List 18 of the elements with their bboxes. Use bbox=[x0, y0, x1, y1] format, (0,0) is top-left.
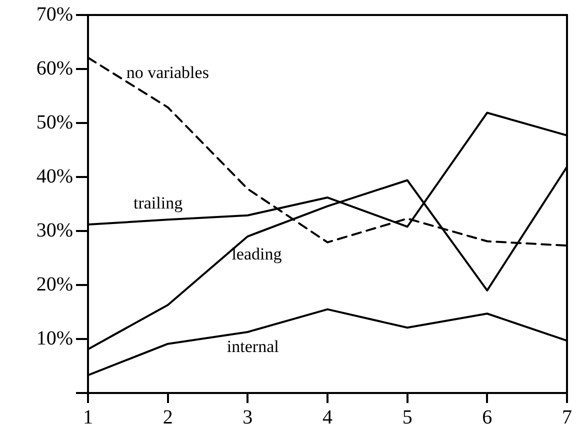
y-tick-label: 20% bbox=[36, 273, 73, 296]
series-label: leading bbox=[232, 244, 282, 264]
y-tick-label: 10% bbox=[36, 327, 73, 350]
x-tick-label: 3 bbox=[242, 406, 253, 428]
x-tick-label: 5 bbox=[402, 406, 412, 428]
x-tick-label: 2 bbox=[162, 406, 173, 428]
y-tick-label: 50% bbox=[36, 111, 73, 134]
series-label: internal bbox=[226, 337, 280, 356]
y-tick-label: 70% bbox=[36, 3, 73, 26]
x-tick-label: 4 bbox=[322, 406, 332, 428]
series-label: trailing bbox=[134, 193, 184, 212]
x-tick-label: 1 bbox=[83, 406, 93, 428]
y-tick-label: 40% bbox=[36, 165, 73, 188]
series-label: no variables bbox=[126, 63, 209, 82]
y-tick-label: 30% bbox=[36, 219, 73, 242]
y-tick-label: 60% bbox=[36, 57, 73, 80]
x-tick-label: 7 bbox=[562, 406, 572, 428]
x-tick-label: 6 bbox=[482, 406, 492, 428]
